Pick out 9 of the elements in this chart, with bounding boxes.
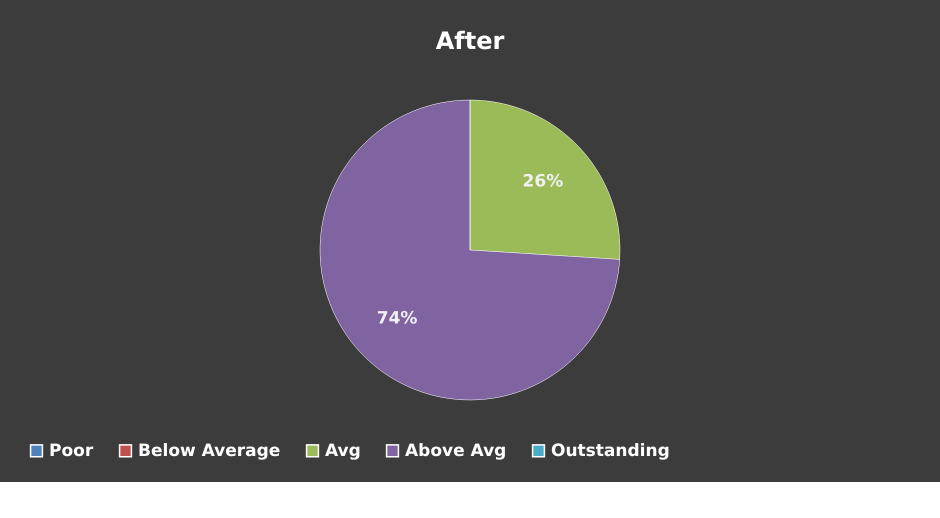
legend-label: Outstanding [551,440,670,461]
legend-label: Poor [49,440,94,461]
data-label: 74% [376,308,418,328]
data-label: 26% [522,172,564,192]
legend-label: Above Avg [405,440,506,461]
chart-title: After [436,27,504,55]
legend-label: Avg [325,440,361,461]
pie-slice [320,100,620,400]
legend-label: Below Average [138,440,280,461]
